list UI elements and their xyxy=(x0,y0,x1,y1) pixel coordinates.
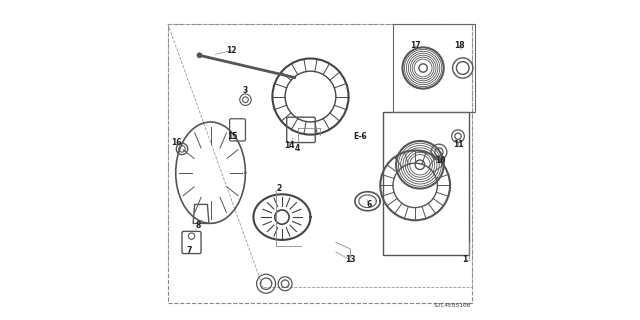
Text: 2: 2 xyxy=(276,184,282,193)
Text: 10: 10 xyxy=(435,156,445,165)
Text: 7: 7 xyxy=(187,246,192,255)
Text: 3: 3 xyxy=(243,86,248,95)
Text: 12: 12 xyxy=(226,46,236,55)
Text: 4: 4 xyxy=(295,144,300,153)
Text: SJC4E0510B: SJC4E0510B xyxy=(433,302,470,308)
Text: E-6: E-6 xyxy=(353,132,367,141)
Text: 11: 11 xyxy=(453,140,464,149)
Circle shape xyxy=(197,53,202,58)
Text: 6: 6 xyxy=(367,200,372,209)
Text: 8: 8 xyxy=(196,220,201,229)
Text: 18: 18 xyxy=(454,41,465,50)
Text: 13: 13 xyxy=(345,255,355,264)
Text: 16: 16 xyxy=(172,138,182,147)
Text: 15: 15 xyxy=(228,132,238,141)
Text: 14: 14 xyxy=(284,141,294,150)
Text: 1: 1 xyxy=(461,255,467,264)
Text: 17: 17 xyxy=(410,41,420,50)
